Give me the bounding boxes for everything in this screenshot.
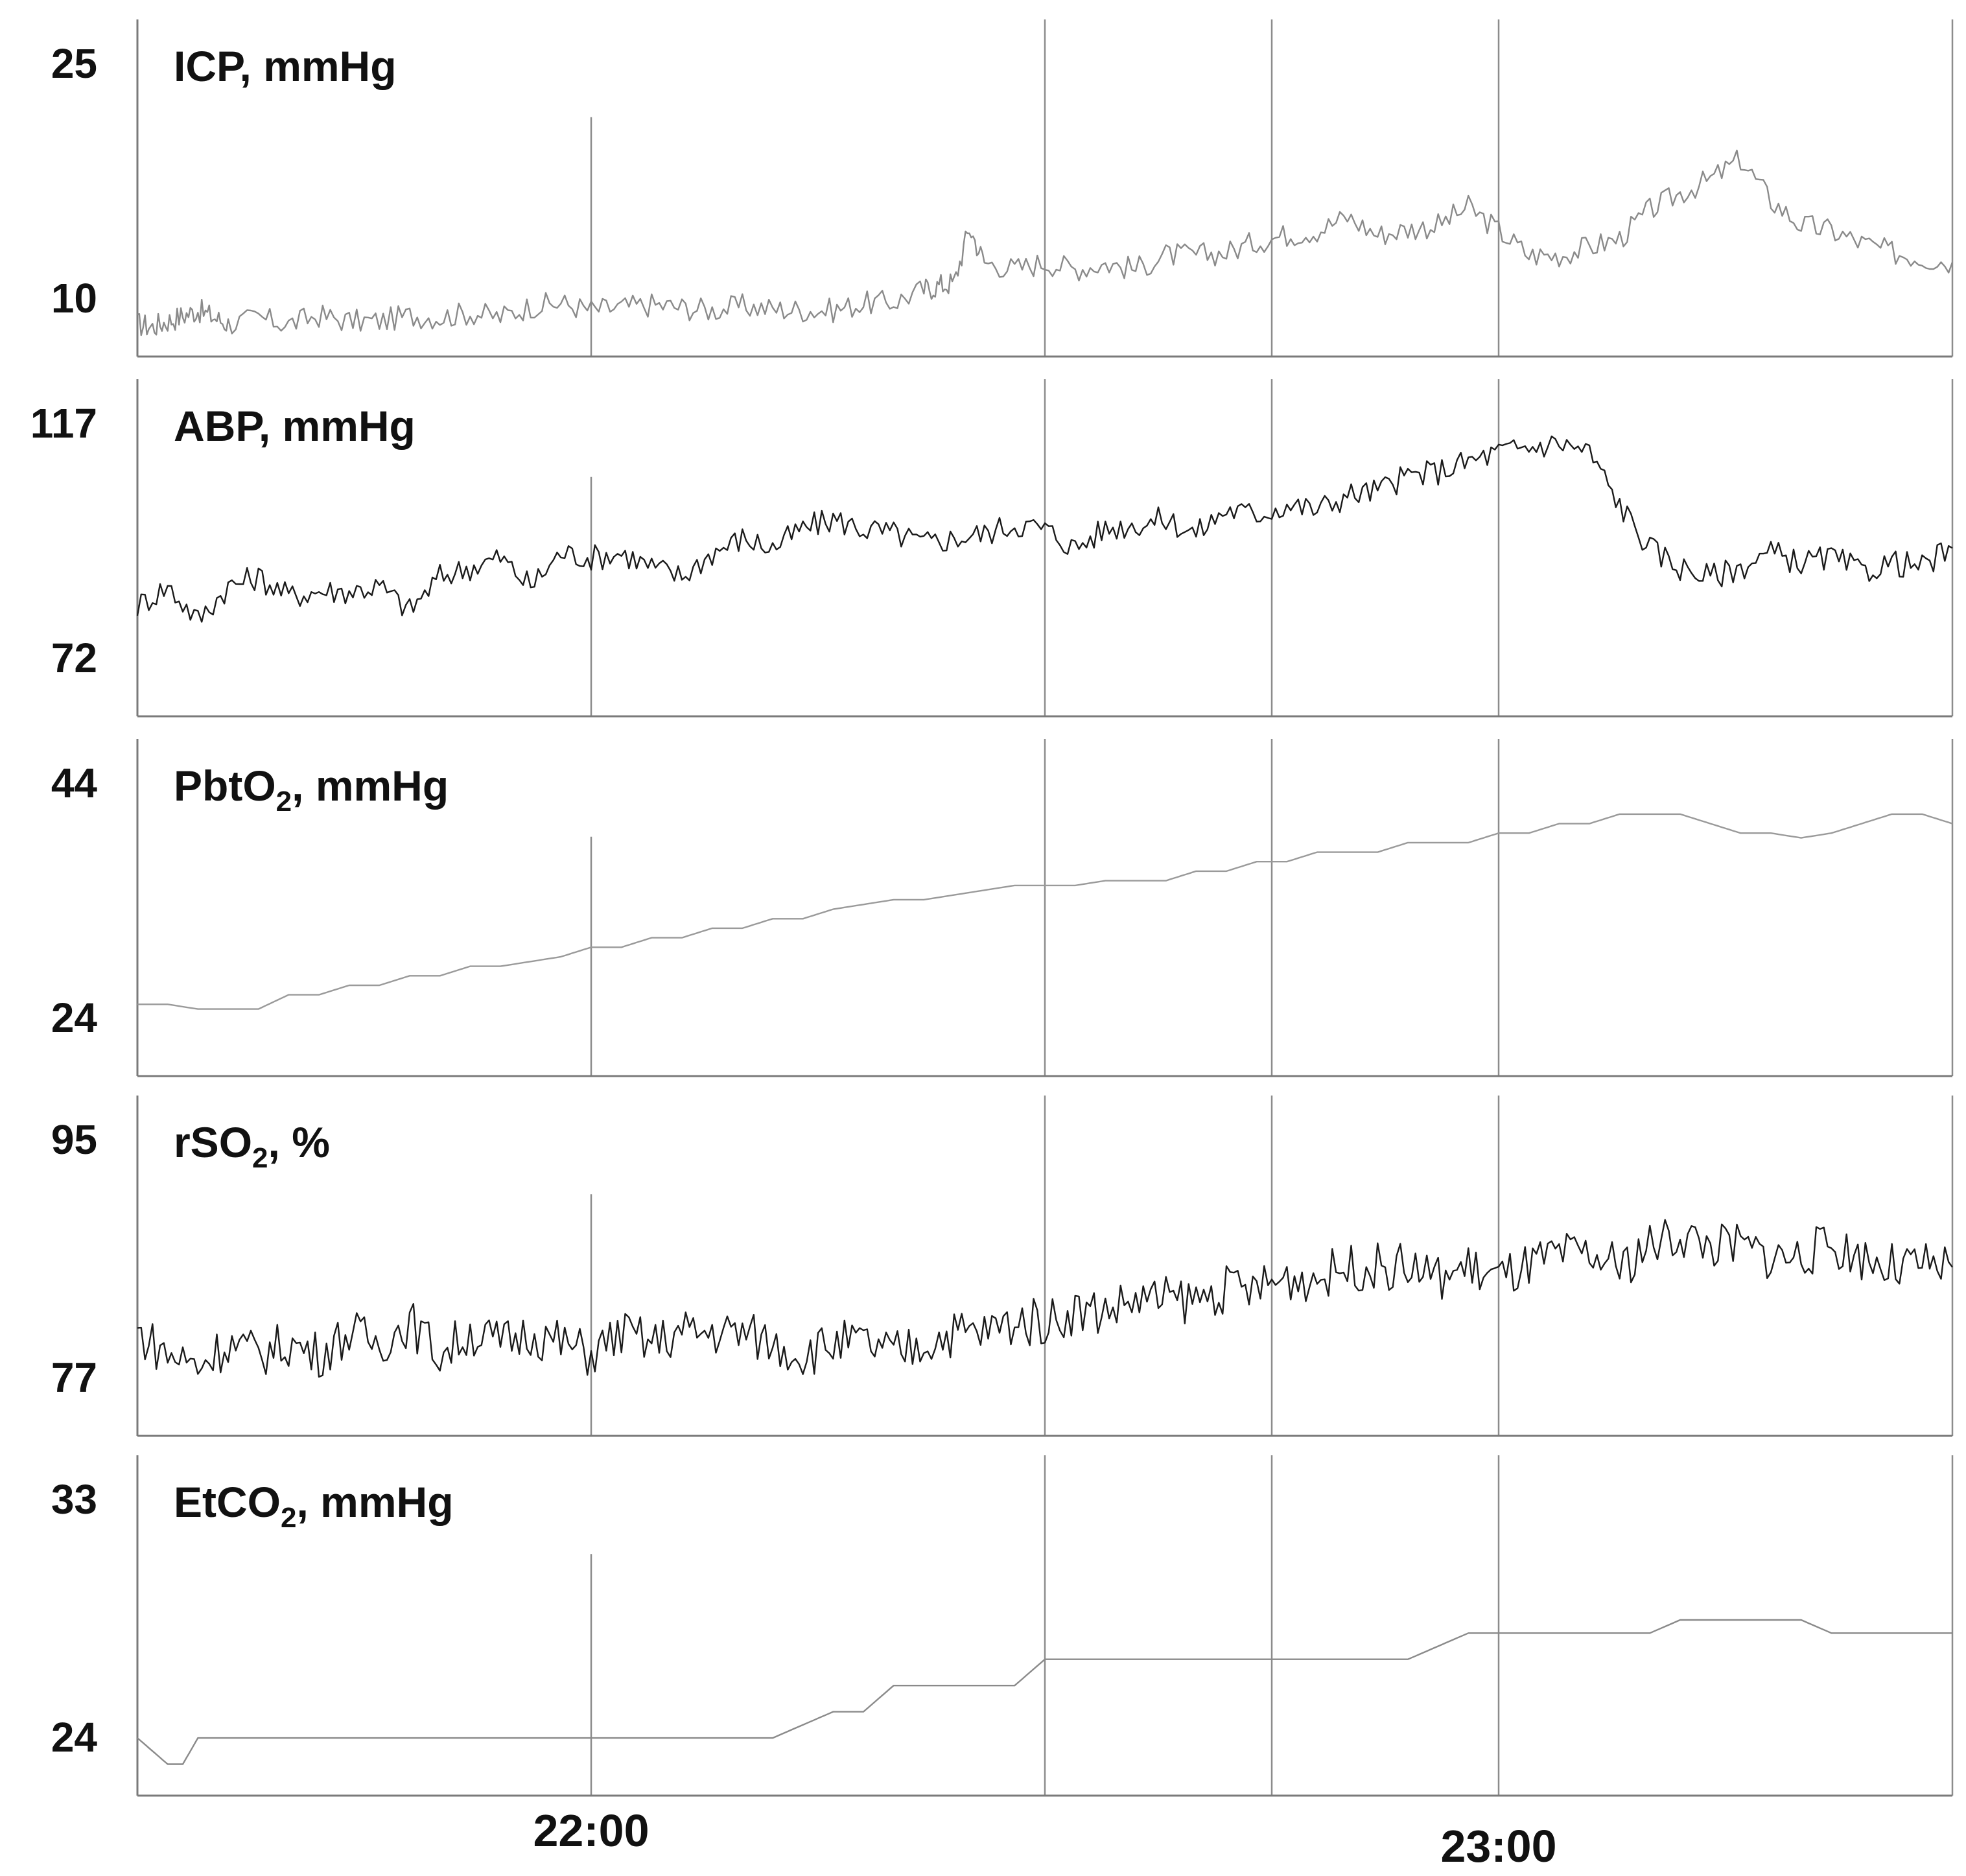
axis-layer: [136, 19, 1952, 1797]
etco2-label-main: EtCO: [174, 1478, 281, 1526]
icp-label-main: ICP: [174, 42, 244, 90]
trace-layer: [136, 149, 1954, 1765]
rso2-label-unit: , %: [268, 1118, 330, 1166]
rso2-y-tick-label: 77: [51, 1354, 97, 1401]
rso2-trace: [137, 1219, 1953, 1378]
pbto2-y-tick-label: 24: [51, 994, 98, 1041]
pbto2-trace: [137, 813, 1953, 1010]
pbto2-panel-label: PbtO2, mmHg: [174, 762, 449, 817]
etco2-trace: [137, 1619, 1952, 1765]
grid-layer: [590, 19, 1954, 1796]
icp-trace: [137, 149, 1954, 336]
etco2-label-subscript: 2: [281, 1502, 296, 1534]
rso2-panel-label: rSO2, %: [174, 1118, 330, 1174]
rso2-y-tick-label: 95: [51, 1116, 97, 1163]
etco2-panel-label: EtCO2, mmHg: [174, 1478, 454, 1534]
icp-y-tick-label: 25: [51, 40, 97, 87]
pbto2-y-tick-label: 44: [51, 760, 98, 806]
abp-label-main: ABP: [174, 402, 263, 450]
icp-label-unit: , mmHg: [240, 42, 397, 90]
abp-panel-label: ABP, mmHg: [174, 402, 415, 450]
pbto2-label-subscript: 2: [276, 786, 292, 817]
icp-panel-label: ICP, mmHg: [174, 42, 397, 90]
etco2-label-unit: , mmHg: [296, 1478, 453, 1526]
x-tick-label-0: 22:00: [533, 1805, 649, 1856]
abp-y-tick-label: 72: [51, 635, 97, 681]
abp-trace: [136, 435, 1953, 623]
rso2-label-main: rSO: [174, 1118, 252, 1166]
etco2-y-tick-label: 24: [51, 1714, 98, 1761]
pbto2-label-unit: , mmHg: [292, 762, 449, 810]
abp-label-unit: , mmHg: [259, 402, 415, 450]
pbto2-label-main: PbtO: [174, 762, 276, 810]
x-tick-label-1: 23:00: [1440, 1821, 1556, 1871]
abp-y-tick-label: 117: [30, 400, 97, 447]
etco2-y-tick-label: 33: [51, 1476, 97, 1523]
icp-y-tick-label: 10: [51, 275, 97, 322]
rso2-label-subscript: 2: [252, 1142, 268, 1174]
